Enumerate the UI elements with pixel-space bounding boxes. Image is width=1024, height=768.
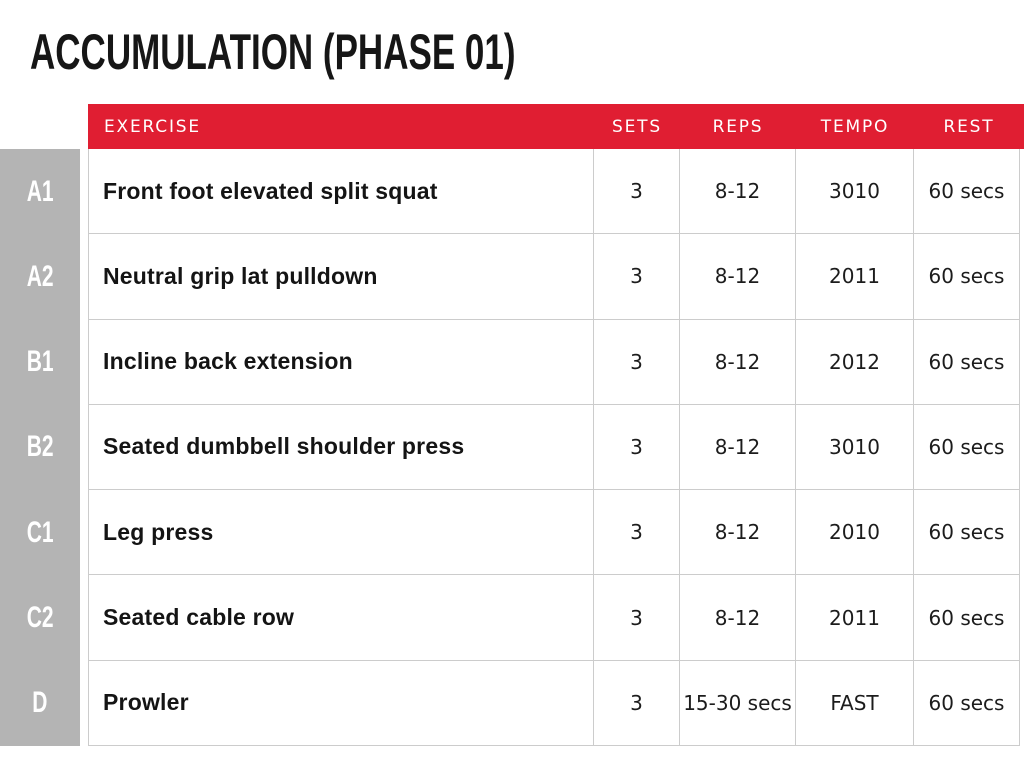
cell-c1-tempo: 2010 <box>796 490 913 575</box>
cell-c1-rest: 60 secs <box>914 490 1019 575</box>
cell-b1-reps: 8-12 <box>680 319 795 404</box>
cell-c2-reps: 8-12 <box>680 575 795 660</box>
row-label-a1: A1 <box>0 149 80 234</box>
cell-c2-sets: 3 <box>594 575 679 660</box>
cell-a1-exercise: Front foot elevated split squat <box>89 149 593 234</box>
row-label-text: D <box>32 686 48 720</box>
row-label-c2: C2 <box>0 575 80 660</box>
cell-a1-sets: 3 <box>594 149 679 234</box>
cell-a2-reps: 8-12 <box>680 234 795 319</box>
page-title: ACCUMULATION (PHASE 01) <box>30 26 724 78</box>
cell-a2-sets: 3 <box>594 234 679 319</box>
cell-a1-rest: 60 secs <box>914 149 1019 234</box>
cell-b2-rest: 60 secs <box>914 404 1019 490</box>
row-label-c1: C1 <box>0 490 80 575</box>
cell-a1-reps: 8-12 <box>680 149 795 234</box>
cell-b2-exercise: Seated dumbbell shoulder press <box>89 404 593 490</box>
column-header-reps: REPS <box>712 116 764 137</box>
cell-c1-exercise: Leg press <box>89 490 593 575</box>
cell-d-tempo: FAST <box>796 660 913 745</box>
column-header-sets: SETS <box>612 116 662 137</box>
cell-b1-sets: 3 <box>594 319 679 404</box>
cell-d-rest: 60 secs <box>914 660 1019 745</box>
cell-a1-tempo: 3010 <box>796 149 913 234</box>
row-label-text: A2 <box>26 259 54 293</box>
row-label-column: A1 A2 B1 B2 C1 C2 D <box>0 149 80 746</box>
cell-c1-sets: 3 <box>594 490 679 575</box>
row-label-text: C1 <box>26 515 54 549</box>
cell-b1-exercise: Incline back extension <box>89 319 593 404</box>
cell-b2-tempo: 3010 <box>796 404 913 490</box>
row-label-b1: B1 <box>0 320 80 405</box>
cell-c1-reps: 8-12 <box>680 490 795 575</box>
row-label-text: B1 <box>26 345 54 379</box>
cell-d-exercise: Prowler <box>89 660 593 745</box>
cell-d-reps: 15-30 secs <box>680 660 795 745</box>
cell-c2-exercise: Seated cable row <box>89 575 593 660</box>
table-header-row: EXERCISE SETS REPS TEMPO REST <box>88 104 1024 149</box>
row-label-d: D <box>0 661 80 746</box>
cell-b1-tempo: 2012 <box>796 319 913 404</box>
row-label-b2: B2 <box>0 405 80 490</box>
row-label-text: B2 <box>26 430 54 464</box>
row-label-a2: A2 <box>0 234 80 319</box>
column-header-exercise: EXERCISE <box>104 116 201 137</box>
cell-a2-tempo: 2011 <box>796 234 913 319</box>
cell-a2-exercise: Neutral grip lat pulldown <box>89 234 593 319</box>
column-header-tempo: TEMPO <box>820 116 890 137</box>
cell-b2-sets: 3 <box>594 404 679 490</box>
cell-c2-rest: 60 secs <box>914 575 1019 660</box>
cell-b1-rest: 60 secs <box>914 319 1019 404</box>
cell-c2-tempo: 2011 <box>796 575 913 660</box>
cell-b2-reps: 8-12 <box>680 404 795 490</box>
page-title-text: ACCUMULATION (PHASE 01) <box>30 24 516 80</box>
cell-d-sets: 3 <box>594 660 679 745</box>
column-header-rest: REST <box>943 116 995 137</box>
row-label-text: C2 <box>26 601 54 635</box>
row-label-text: A1 <box>26 174 54 208</box>
table-body: Front foot elevated split squat 3 8-12 3010… <box>88 149 1020 746</box>
cell-a2-rest: 60 secs <box>914 234 1019 319</box>
